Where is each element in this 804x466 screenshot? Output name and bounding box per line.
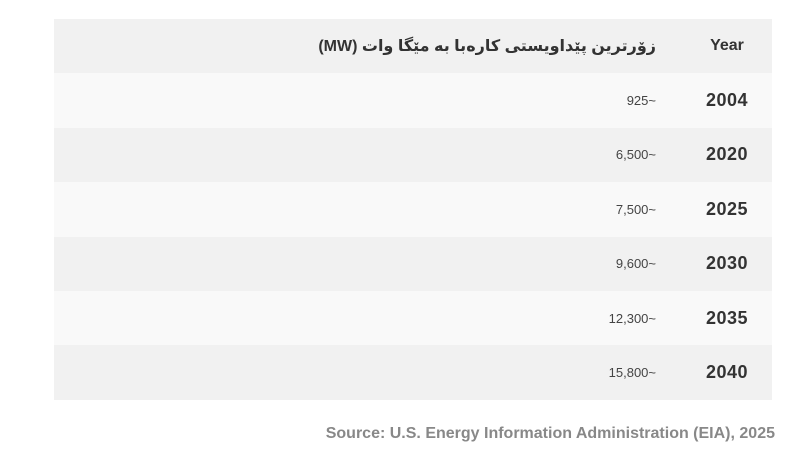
- year-value: 2035: [705, 307, 749, 328]
- table-row: 15,800~ 2040: [54, 345, 772, 400]
- source-attribution: Source: U.S. Energy Information Administ…: [325, 425, 775, 442]
- year-value: 2020: [705, 144, 749, 165]
- demand-value: 9,600~: [615, 256, 656, 272]
- demand-value: 7,500~: [615, 201, 656, 217]
- column-header-year: Year: [710, 37, 744, 55]
- table-header-row: زۆرترین پێداویستی کارەبا بە مێگا وات (MW…: [54, 19, 772, 74]
- table-row: 9,600~ 2030: [54, 236, 772, 291]
- demand-value: 925~: [626, 93, 656, 109]
- year-value: 2004: [705, 90, 749, 111]
- table-row: 7,500~ 2025: [54, 182, 772, 237]
- year-value: 2030: [705, 253, 749, 274]
- demand-value: 15,800~: [608, 365, 656, 381]
- table-row: 12,300~ 2035: [54, 290, 772, 346]
- table-body: 925~ 2004 6,500~ 2020 7,500~ 2025 9,600~ 2030 12…: [54, 73, 772, 400]
- demand-value: 6,500~: [615, 147, 656, 163]
- table-row: 925~ 2004: [54, 73, 772, 128]
- year-value: 2040: [705, 362, 749, 383]
- column-header-demand-mw: زۆرترین پێداویستی کارەبا بە مێگا وات (MW…: [318, 38, 656, 56]
- peak-demand-table: زۆرترین پێداویستی کارەبا بە مێگا وات (MW…: [54, 19, 772, 400]
- table-row: 6,500~ 2020: [54, 127, 772, 183]
- demand-value: 12,300~: [608, 310, 656, 326]
- year-value: 2025: [705, 198, 749, 219]
